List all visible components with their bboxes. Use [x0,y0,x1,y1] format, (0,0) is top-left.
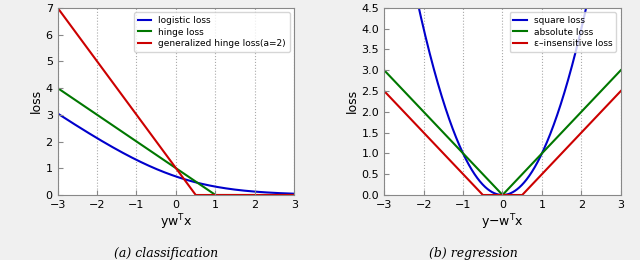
generalized hinge loss(a=2) [54,6,61,9]
hinge loss [291,193,298,197]
absolute loss [489,183,497,186]
Line: square loss: square loss [384,0,621,195]
square loss [499,193,506,197]
hinge loss [163,160,170,163]
logistic loss [284,192,291,195]
logistic loss [291,192,298,195]
ε–insensitive loss [567,142,575,146]
Legend: logistic loss, hinge loss, generalized hinge loss(a=2): logistic loss, hinge loss, generalized h… [134,12,290,52]
absolute loss [567,122,575,125]
generalized hinge loss(a=2) [192,193,200,197]
hinge loss [66,95,74,98]
absolute loss [392,81,400,84]
X-axis label: y$-$w$^\mathsf{T}$x: y$-$w$^\mathsf{T}$x [481,213,524,232]
Text: (b) regression: (b) regression [429,248,518,260]
logistic loss [240,189,248,192]
absolute loss [610,76,618,79]
ε–insensitive loss [392,102,400,105]
Line: generalized hinge loss(a=2): generalized hinge loss(a=2) [58,8,294,195]
generalized hinge loss(a=2) [169,162,177,165]
hinge loss [284,193,291,197]
ε–insensitive loss [489,193,497,197]
X-axis label: yw$^\mathsf{T}$x: yw$^\mathsf{T}$x [160,213,192,232]
Line: logistic loss: logistic loss [58,113,294,194]
generalized hinge loss(a=2) [163,154,170,157]
ε–insensitive loss [479,193,486,197]
hinge loss [284,193,291,197]
ε–insensitive loss [495,193,503,197]
square loss [495,193,503,196]
generalized hinge loss(a=2) [240,193,248,197]
Line: absolute loss: absolute loss [384,70,621,195]
logistic loss [66,120,74,123]
logistic loss [54,112,61,115]
logistic loss [163,172,170,175]
Y-axis label: loss: loss [30,89,43,113]
logistic loss [284,192,291,195]
square loss [489,191,497,194]
generalized hinge loss(a=2) [291,193,298,197]
Text: (a) classification: (a) classification [115,248,218,260]
Y-axis label: loss: loss [346,89,359,113]
generalized hinge loss(a=2) [66,23,74,26]
hinge loss [54,87,61,90]
Legend: square loss, absolute loss, ε–insensitive loss: square loss, absolute loss, ε–insensitiv… [509,12,616,52]
square loss [567,69,575,73]
absolute loss [380,69,388,72]
hinge loss [212,193,220,197]
absolute loss [610,76,618,79]
generalized hinge loss(a=2) [284,193,291,197]
generalized hinge loss(a=2) [284,193,291,197]
ε–insensitive loss [610,97,618,100]
ε–insensitive loss [380,89,388,93]
absolute loss [499,193,506,197]
ε–insensitive loss [610,96,618,100]
Line: hinge loss: hinge loss [58,88,294,195]
Line: ε–insensitive loss: ε–insensitive loss [384,91,621,195]
logistic loss [169,174,177,177]
absolute loss [495,190,503,193]
hinge loss [169,165,177,168]
hinge loss [240,193,248,197]
ε–insensitive loss [617,89,625,93]
absolute loss [617,69,625,72]
